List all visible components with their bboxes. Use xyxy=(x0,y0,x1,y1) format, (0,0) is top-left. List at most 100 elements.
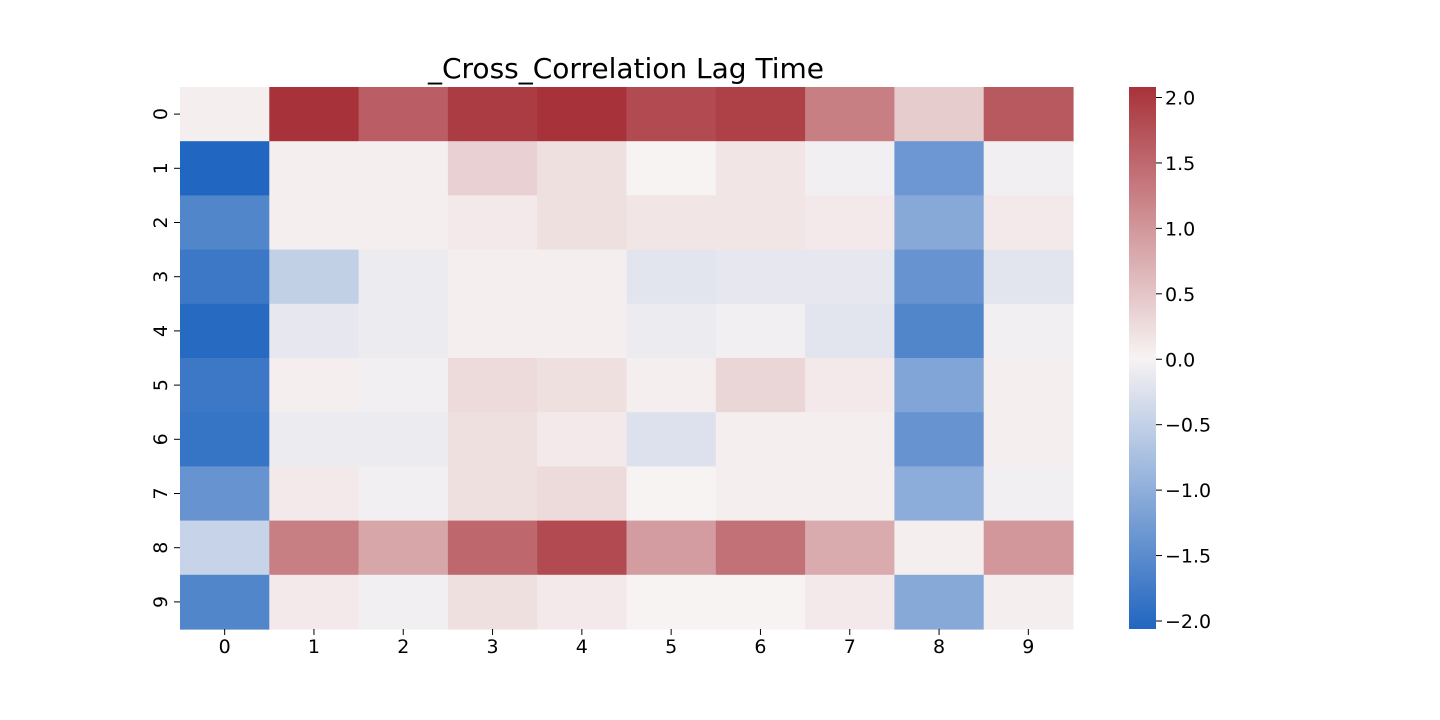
heatmap-cell xyxy=(358,358,449,413)
heatmap-cell xyxy=(180,358,270,413)
heatmap-cell xyxy=(983,195,1074,251)
heatmap-cell xyxy=(894,195,985,251)
x-axis: 0 1 2 3 4 5 6 7 8 9 xyxy=(219,629,1034,658)
heatmap-cell xyxy=(269,412,360,467)
heatmap-cell xyxy=(983,412,1074,467)
x-tick-label: 9 xyxy=(1022,636,1034,658)
heatmap-cell xyxy=(715,249,806,305)
heatmap-cell xyxy=(269,358,360,413)
heatmap-cell xyxy=(180,466,270,522)
colorbar-ticks: 2.0 1.5 1.0 0.5 0.0 −0.5 −1.0 −1.5 −2.0 xyxy=(1156,88,1211,633)
colorbar-tick-label: −1.5 xyxy=(1165,546,1211,568)
heatmap-cell xyxy=(358,141,449,196)
heatmap-cell xyxy=(715,303,806,359)
y-tick-label: 6 xyxy=(150,433,172,445)
heatmap-cell xyxy=(626,574,717,630)
y-tick-label: 9 xyxy=(150,596,172,608)
heatmap-cell xyxy=(805,466,895,522)
heatmap-cell xyxy=(180,141,270,196)
heatmap-cell xyxy=(358,520,449,576)
heatmap-cell xyxy=(180,87,270,142)
heatmap-cell xyxy=(269,87,360,142)
colorbar-tick-label: 2.0 xyxy=(1165,88,1195,110)
heatmap-cell xyxy=(269,574,360,630)
x-tick-label: 8 xyxy=(933,636,945,658)
heatmap-cell xyxy=(537,574,628,630)
x-tick-label: 1 xyxy=(308,636,320,658)
heatmap-cell xyxy=(626,87,717,142)
x-tick-label: 0 xyxy=(219,636,231,658)
heatmap-cell xyxy=(269,303,360,359)
heatmap-cell xyxy=(447,574,538,630)
heatmap-cell xyxy=(269,466,360,522)
heatmap-cell xyxy=(894,358,985,413)
heatmap-cell xyxy=(447,249,538,305)
heatmap-cell xyxy=(715,412,806,467)
heatmap-cell xyxy=(447,195,538,251)
heatmap-cell xyxy=(269,195,360,251)
colorbar-tick-label: −2.0 xyxy=(1165,611,1211,633)
heatmap-cell xyxy=(715,195,806,251)
y-tick-label: 0 xyxy=(150,108,172,120)
x-tick-label: 6 xyxy=(754,636,766,658)
heatmap-cell xyxy=(894,466,985,522)
heatmap-cell xyxy=(180,249,270,305)
x-tick-label: 3 xyxy=(487,636,499,658)
heatmap-cell xyxy=(983,520,1074,576)
heatmap-cell xyxy=(715,574,806,630)
x-tick-label: 7 xyxy=(844,636,856,658)
heatmap-cell xyxy=(894,87,985,142)
y-axis: 0 1 2 3 4 5 6 7 8 9 xyxy=(150,108,180,608)
heatmap-cell xyxy=(805,87,895,142)
colorbar-tick-label: −1.0 xyxy=(1165,480,1211,502)
x-tick-label: 5 xyxy=(665,636,677,658)
heatmap-cell xyxy=(269,141,360,196)
heatmap-cell xyxy=(894,141,985,196)
heatmap-cell xyxy=(180,574,270,630)
heatmap-cell xyxy=(626,520,717,576)
heatmap-cell xyxy=(269,249,360,305)
y-tick-label: 5 xyxy=(150,379,172,391)
heatmap-cell xyxy=(805,249,895,305)
heatmap-cell xyxy=(626,466,717,522)
heatmap-cell xyxy=(358,195,449,251)
heatmap-cell xyxy=(180,520,270,576)
heatmap-cell xyxy=(626,303,717,359)
heatmap-cell xyxy=(983,358,1074,413)
heatmap-cell xyxy=(358,87,449,142)
heatmap-cell xyxy=(805,412,895,467)
heatmap-cell xyxy=(626,249,717,305)
heatmap-cell xyxy=(537,195,628,251)
colorbar xyxy=(1129,87,1156,629)
colorbar-tick-label: 0.5 xyxy=(1165,284,1195,306)
heatmap-cell xyxy=(805,358,895,413)
heatmap-cell xyxy=(626,412,717,467)
heatmap-cell xyxy=(447,141,538,196)
x-tick-label: 4 xyxy=(576,636,588,658)
colorbar-tick-label: −0.5 xyxy=(1165,415,1211,437)
heatmap-cell xyxy=(358,249,449,305)
heatmap-cell xyxy=(537,412,628,467)
heatmap-cell xyxy=(894,249,985,305)
heatmap-cell xyxy=(537,466,628,522)
heatmap-cell xyxy=(447,520,538,576)
heatmap-cell xyxy=(983,141,1074,196)
y-tick-label: 2 xyxy=(150,216,172,228)
heatmap-cell xyxy=(537,141,628,196)
heatmap-cell xyxy=(805,520,895,576)
heatmap-cell xyxy=(805,303,895,359)
heatmap-cells xyxy=(180,87,1074,630)
heatmap-cell xyxy=(983,466,1074,522)
heatmap-cell xyxy=(537,303,628,359)
colorbar-tick-label: 1.0 xyxy=(1165,218,1195,240)
heatmap-cell xyxy=(983,87,1074,142)
y-tick-label: 3 xyxy=(150,271,172,283)
heatmap-cell xyxy=(537,87,628,142)
heatmap-cell xyxy=(715,141,806,196)
heatmap-cell xyxy=(537,358,628,413)
colorbar-tick-label: 1.5 xyxy=(1165,153,1195,175)
heatmap-cell xyxy=(805,574,895,630)
heatmap-cell xyxy=(358,574,449,630)
heatmap-cell xyxy=(269,520,360,576)
